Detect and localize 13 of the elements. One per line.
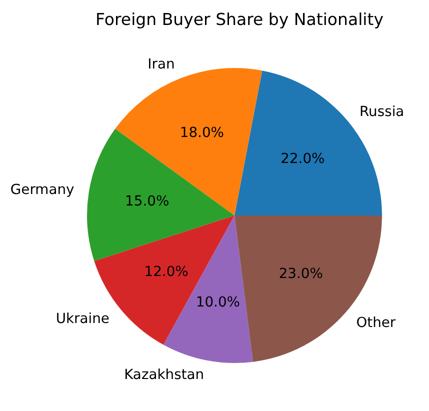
slice-label: Germany <box>10 182 74 198</box>
slice-label: Iran <box>148 56 175 73</box>
slice-label: Ukraine <box>56 310 110 327</box>
slice-label: Other <box>356 314 396 331</box>
data-label: 18.0% <box>180 125 224 142</box>
data-label: 10.0% <box>196 294 240 310</box>
data-label: 12.0% <box>144 264 188 280</box>
slice-label: Kazakhstan <box>124 366 204 383</box>
slice-label: Russia <box>360 104 404 120</box>
data-label: 22.0% <box>280 151 325 168</box>
data-label: 15.0% <box>125 194 170 210</box>
chart-title: Foreign Buyer Share by Nationality <box>96 10 384 29</box>
data-label: 23.0% <box>278 266 323 282</box>
